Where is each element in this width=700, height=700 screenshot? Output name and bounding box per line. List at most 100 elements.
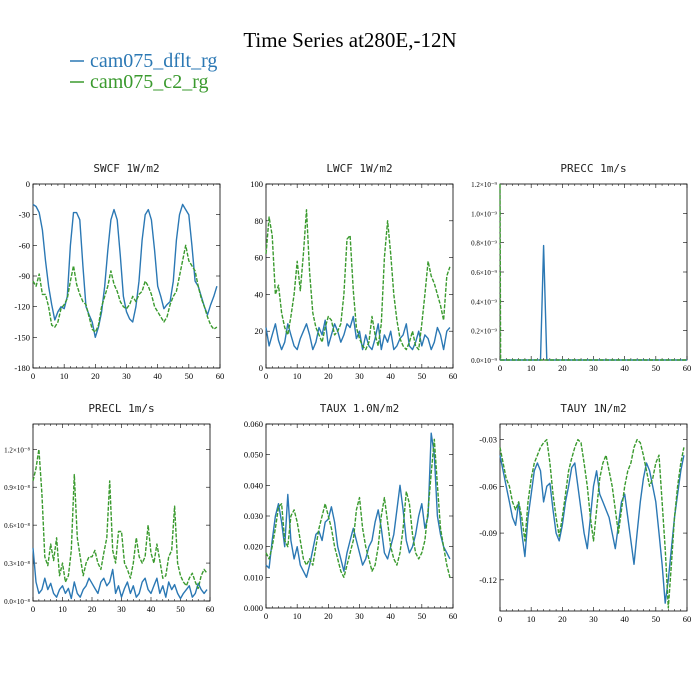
y-tick-label: 0.3×10⁻⁸ xyxy=(4,560,30,568)
series-line-2 xyxy=(265,209,451,351)
x-tick-label: 30 xyxy=(355,611,364,621)
legend-item: cam075_dflt_rg xyxy=(70,50,217,72)
y-tick-label: 0.020 xyxy=(244,542,263,552)
x-tick-label: 60 xyxy=(216,371,225,381)
y-tick-label: 0.9×10⁻⁸ xyxy=(4,484,30,492)
figure-title: Time Series at280E,-12N xyxy=(243,28,456,52)
y-tick-label: -0.03 xyxy=(479,435,497,445)
x-tick-label: 30 xyxy=(117,604,126,614)
series-line-2 xyxy=(499,183,687,361)
y-tick-label: -0.06 xyxy=(479,481,497,491)
x-tick-label: 60 xyxy=(449,371,458,381)
series-line-1 xyxy=(499,455,685,604)
x-tick-label: 30 xyxy=(122,371,131,381)
panel-title: TAUY 1N/m2 xyxy=(560,402,626,415)
x-tick-label: 40 xyxy=(620,614,629,624)
series-line-1 xyxy=(32,203,218,338)
series-line-1 xyxy=(32,547,208,600)
x-tick-label: 10 xyxy=(527,363,536,373)
x-tick-label: 50 xyxy=(652,363,661,373)
x-tick-label: 60 xyxy=(683,363,692,373)
x-tick-label: 0 xyxy=(31,371,35,381)
y-tick-label: 1.2×10⁻⁸ xyxy=(4,446,30,454)
x-tick-label: 10 xyxy=(527,614,536,624)
x-tick-label: 20 xyxy=(91,371,100,381)
series-line-2 xyxy=(32,244,218,333)
y-tick-label: -0.12 xyxy=(479,575,497,585)
x-tick-label: 60 xyxy=(449,611,458,621)
legend-item: cam075_c2_rg xyxy=(70,71,209,93)
x-tick-label: 60 xyxy=(683,614,692,624)
y-tick-label: 0.050 xyxy=(244,450,263,460)
x-tick-label: 30 xyxy=(355,371,364,381)
chart-panel: LWCF 1W/m2 0 10 20 30 40 50 60 0 20 40 60 80 100 xyxy=(250,162,457,381)
x-tick-label: 0 xyxy=(264,371,268,381)
x-tick-label: 20 xyxy=(324,371,333,381)
y-tick-label: -180 xyxy=(14,363,30,373)
x-tick-label: 60 xyxy=(206,604,215,614)
legend: cam075_dflt_rg cam075_c2_rg xyxy=(70,50,217,93)
panel-title: TAUX 1.0N/m2 xyxy=(320,402,399,415)
chart-panel: TAUX 1.0N/m2 0 10 20 30 40 50 60 0.000 0.010 0.020… xyxy=(244,402,457,621)
panel-title: PRECL 1m/s xyxy=(88,402,154,415)
plot-frame xyxy=(265,423,454,609)
y-tick-label: 80 xyxy=(255,216,264,226)
y-tick-label: 0.060 xyxy=(244,419,263,429)
x-tick-label: 20 xyxy=(558,363,567,373)
series-line-2 xyxy=(265,438,451,578)
chart-panel: PRECC 1m/s 0 10 20 30 40 50 60 0.0×10⁻⁹ 0.2×10⁻⁹ 0… xyxy=(471,162,691,373)
y-tick-label: 1.0×10⁻⁹ xyxy=(471,210,497,218)
y-tick-label: 0.0×10⁻⁹ xyxy=(471,357,497,365)
y-tick-label: 1.2×10⁻⁹ xyxy=(471,181,497,189)
panels: SWCF 1W/m2 0 10 20 30 40 50 60 0 -30 -60 -90 -120 -15… xyxy=(4,162,691,624)
y-tick-label: 40 xyxy=(255,289,264,299)
y-tick-label: -150 xyxy=(14,332,30,342)
x-tick-label: 50 xyxy=(652,614,661,624)
y-tick-label: 20 xyxy=(255,326,264,336)
x-tick-label: 20 xyxy=(558,614,567,624)
x-tick-label: 40 xyxy=(620,363,629,373)
x-tick-label: 0 xyxy=(498,363,502,373)
x-tick-label: 50 xyxy=(185,371,194,381)
x-tick-label: 0 xyxy=(264,611,268,621)
chart-panel: SWCF 1W/m2 0 10 20 30 40 50 60 0 -30 -60 -90 -120 -15… xyxy=(14,162,224,381)
chart-panel: TAUY 1N/m2 0 10 20 30 40 50 60 -0.03 -0.06 -0.09 -0… xyxy=(479,402,691,624)
y-tick-label: 0.6×10⁻⁸ xyxy=(4,522,30,530)
y-tick-label: -0.09 xyxy=(479,528,497,538)
series-line-1 xyxy=(265,315,451,351)
panel-title: PRECC 1m/s xyxy=(560,162,626,175)
y-tick-label: 0.030 xyxy=(244,511,263,521)
panel-title: SWCF 1W/m2 xyxy=(93,162,159,175)
series-line-1 xyxy=(500,244,687,361)
x-tick-label: 50 xyxy=(176,604,185,614)
y-tick-label: 0 xyxy=(26,179,30,189)
plot-frame xyxy=(32,183,221,369)
series-line-2 xyxy=(499,438,685,609)
y-tick-label: -90 xyxy=(19,271,30,281)
y-tick-label: 0 xyxy=(259,363,263,373)
x-tick-label: 20 xyxy=(324,611,333,621)
y-tick-label: -60 xyxy=(19,240,30,250)
y-tick-label: 0.0×10⁻⁸ xyxy=(4,598,30,606)
x-tick-label: 0 xyxy=(31,604,35,614)
x-tick-label: 40 xyxy=(386,371,395,381)
legend-label: cam075_dflt_rg xyxy=(90,50,217,72)
y-tick-label: 0.8×10⁻⁹ xyxy=(471,240,497,248)
series-line-2 xyxy=(32,448,208,590)
y-tick-label: 100 xyxy=(250,179,263,189)
y-tick-label: 0.6×10⁻⁹ xyxy=(471,269,497,277)
y-tick-label: 0.4×10⁻⁹ xyxy=(471,298,497,306)
x-tick-label: 50 xyxy=(418,371,427,381)
x-tick-label: 0 xyxy=(498,614,502,624)
x-tick-label: 10 xyxy=(293,611,302,621)
x-tick-label: 10 xyxy=(293,371,302,381)
series-line-1 xyxy=(265,432,451,578)
y-tick-label: 0.040 xyxy=(244,480,263,490)
x-tick-label: 30 xyxy=(589,363,598,373)
y-tick-label: 0.2×10⁻⁹ xyxy=(471,328,497,336)
chart-panel: PRECL 1m/s 0 10 20 30 40 50 60 0.0×10⁻⁸ 0.3×10⁻⁸ 0… xyxy=(4,402,214,614)
y-tick-label: -30 xyxy=(19,210,30,220)
y-tick-label: 60 xyxy=(255,253,264,263)
y-tick-label: 0.000 xyxy=(244,603,263,613)
